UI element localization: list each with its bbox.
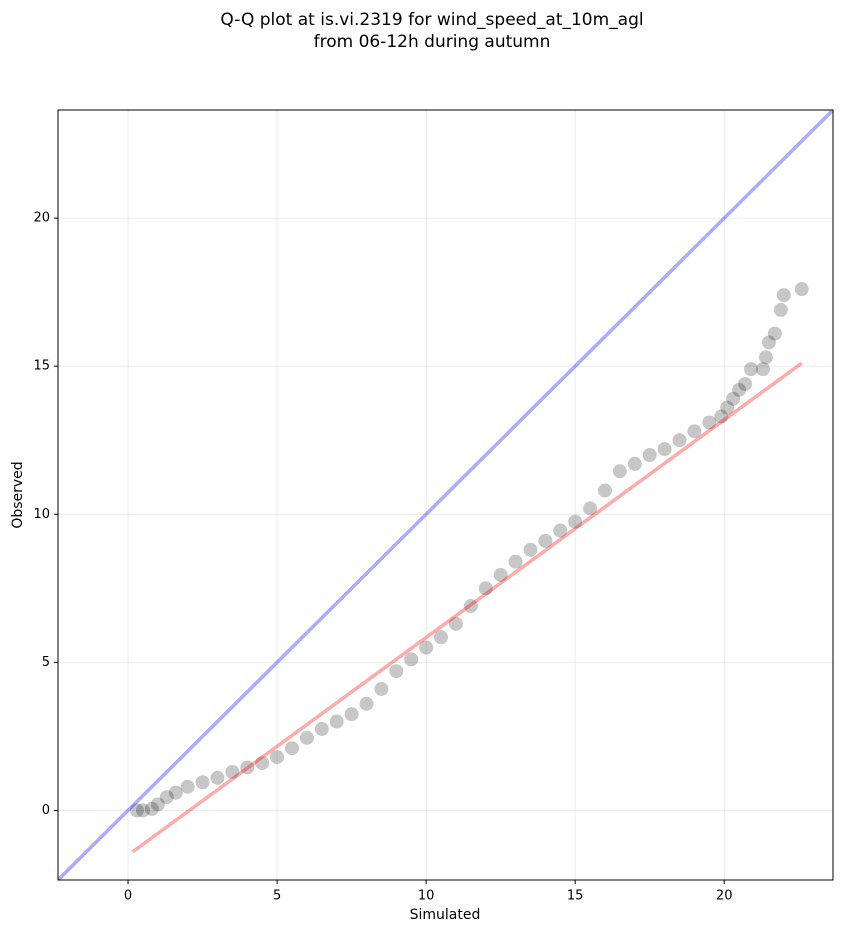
point xyxy=(702,415,717,430)
point xyxy=(389,664,404,679)
point xyxy=(180,779,195,794)
y-tick-label: 20 xyxy=(33,211,50,226)
point xyxy=(150,797,165,812)
point xyxy=(463,599,478,614)
point xyxy=(732,382,747,397)
point xyxy=(255,756,270,771)
point xyxy=(720,400,735,415)
y-tick-label: 15 xyxy=(33,359,50,374)
point xyxy=(270,750,285,765)
point xyxy=(210,770,225,785)
point xyxy=(553,523,568,538)
points xyxy=(129,282,809,818)
point xyxy=(755,362,770,377)
point xyxy=(657,442,672,457)
point xyxy=(434,630,449,645)
point xyxy=(144,801,159,816)
point xyxy=(135,803,150,818)
y-tick-label: 10 xyxy=(33,507,50,522)
point xyxy=(240,760,255,775)
point xyxy=(612,464,627,479)
point xyxy=(129,803,144,818)
point xyxy=(344,707,359,722)
point xyxy=(583,501,598,516)
y-tick-label: 5 xyxy=(42,655,50,670)
x-tick-label: 10 xyxy=(418,889,435,904)
point xyxy=(225,764,240,779)
lines xyxy=(58,110,833,880)
point xyxy=(642,448,657,463)
point xyxy=(687,424,702,439)
point xyxy=(738,376,753,391)
point xyxy=(714,409,729,424)
point xyxy=(744,362,759,377)
point xyxy=(374,681,389,696)
point xyxy=(159,790,174,805)
point xyxy=(359,696,374,711)
point xyxy=(299,730,314,745)
point xyxy=(284,741,299,756)
reference-line xyxy=(58,110,833,880)
point xyxy=(404,652,419,667)
point xyxy=(195,775,210,790)
plot-frame xyxy=(57,109,834,881)
x-tick-label: 5 xyxy=(273,889,281,904)
x-axis-label: Simulated xyxy=(410,907,481,923)
x-tick-label: 0 xyxy=(124,889,132,904)
point xyxy=(672,433,687,448)
chart-title: Q-Q plot at is.vi.2319 for wind_speed_at… xyxy=(220,10,643,30)
point xyxy=(419,640,434,655)
point xyxy=(761,335,776,350)
point xyxy=(538,533,553,548)
point xyxy=(493,567,508,582)
point xyxy=(329,714,344,729)
x-tick-label: 20 xyxy=(716,889,733,904)
point xyxy=(627,456,642,471)
y-tick-label: 0 xyxy=(42,803,50,818)
grid xyxy=(58,110,833,880)
point xyxy=(767,326,782,341)
point xyxy=(478,581,493,596)
x-tick-label: 15 xyxy=(567,889,584,904)
point xyxy=(758,350,773,365)
point xyxy=(448,616,463,631)
y-axis-label: Observed xyxy=(10,461,26,528)
point xyxy=(568,514,583,529)
chart-subtitle: from 06-12h during autumn xyxy=(314,32,551,52)
point xyxy=(314,721,329,736)
point xyxy=(508,554,523,569)
point xyxy=(168,785,183,800)
point xyxy=(597,483,612,498)
point xyxy=(523,542,538,557)
point xyxy=(794,282,809,297)
reference-line xyxy=(131,361,803,854)
point xyxy=(776,288,791,303)
point xyxy=(726,391,741,406)
point xyxy=(773,302,788,317)
